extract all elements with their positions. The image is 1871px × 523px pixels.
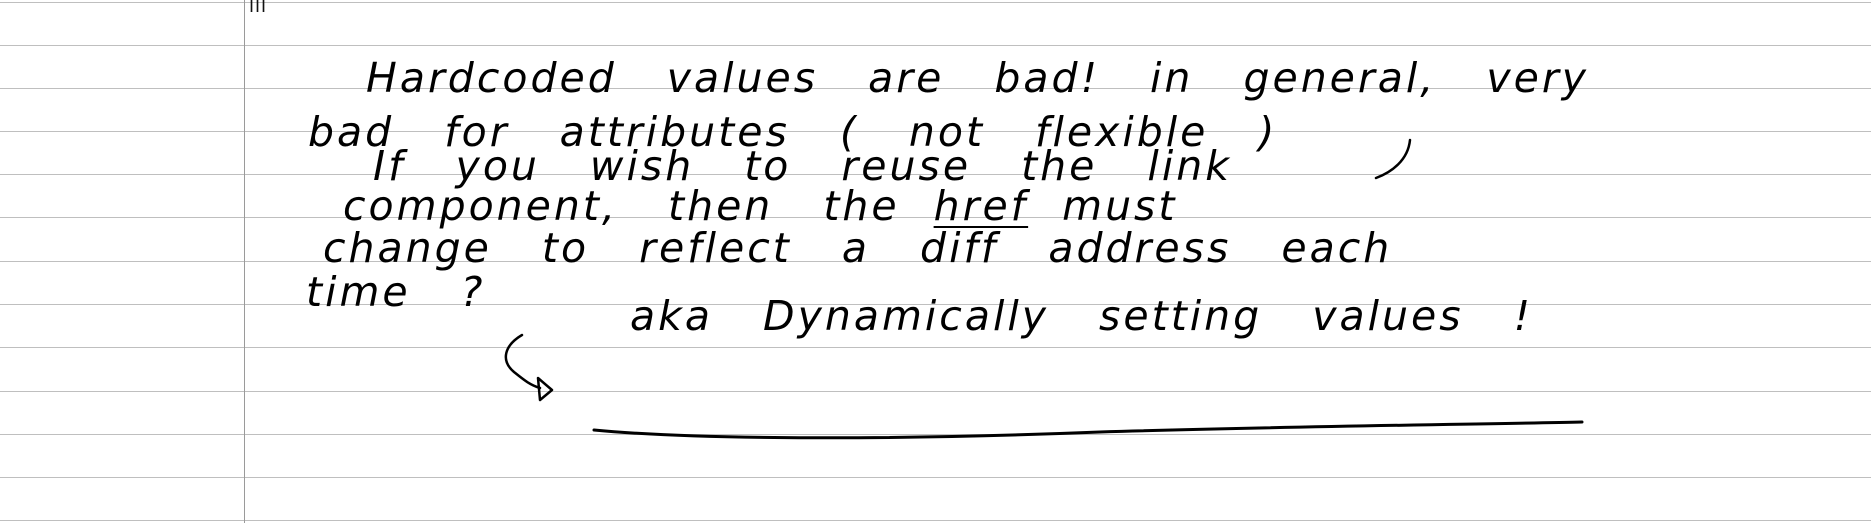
ruled-line xyxy=(0,88,1871,89)
note-line-3: If you wish to reuse the link xyxy=(373,142,1232,190)
ruled-line xyxy=(0,391,1871,392)
note-line-1: Hardcoded values are bad! in general, ve… xyxy=(366,54,1589,102)
ruled-line xyxy=(0,347,1871,348)
curved-arrow-icon xyxy=(504,333,542,390)
ruled-line xyxy=(0,217,1871,218)
note-line-4-start: component, then the xyxy=(343,182,900,230)
note-line-4-end: must xyxy=(1062,182,1178,230)
ruled-line xyxy=(0,131,1871,132)
note-line-5: change to reflect a diff address each xyxy=(323,224,1393,272)
note-line-7: aka Dynamically setting values ! xyxy=(630,292,1534,340)
href-word: href xyxy=(933,182,1029,230)
ruled-line xyxy=(0,45,1871,46)
ruled-line xyxy=(0,477,1871,478)
note-line-6: time ? xyxy=(306,268,486,316)
ruled-line xyxy=(0,520,1871,521)
ruled-line xyxy=(0,2,1871,3)
bracket-stroke xyxy=(1374,138,1412,180)
page-mark: III xyxy=(249,0,268,17)
emphasis-underline xyxy=(592,420,1584,440)
ruled-line xyxy=(0,304,1871,305)
note-line-2: bad for attributes ( not flexible ) xyxy=(308,108,1278,156)
ruled-line xyxy=(0,261,1871,262)
note-line-4: component, then the href must xyxy=(343,186,1178,227)
ruled-line xyxy=(0,434,1871,435)
margin-line xyxy=(244,0,245,523)
ruled-line xyxy=(0,174,1871,175)
arrow-head-icon xyxy=(536,376,554,402)
